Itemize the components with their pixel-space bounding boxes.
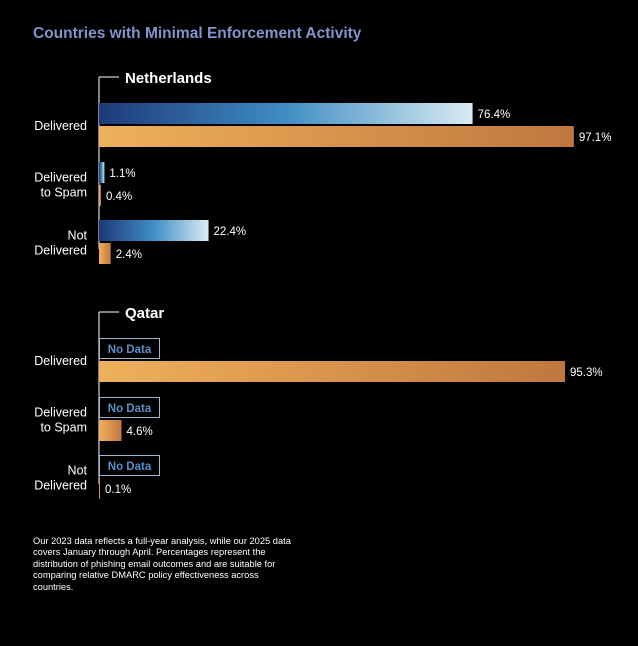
data-label: 2.4% xyxy=(116,249,142,261)
bar xyxy=(99,103,473,124)
category-label: Delivered xyxy=(34,354,87,368)
data-label: 4.6% xyxy=(126,426,152,438)
category-label: Delivered xyxy=(34,406,87,420)
no-data-box xyxy=(99,338,160,359)
bar xyxy=(99,361,566,382)
category-label: Delivered xyxy=(34,119,87,133)
bar xyxy=(99,220,209,241)
data-label: 0.1% xyxy=(105,484,131,496)
category-label: Not xyxy=(68,229,88,243)
no-data-box xyxy=(99,455,160,476)
data-label: 95.3% xyxy=(570,367,603,379)
chart-title: Countries with Minimal Enforcement Activ… xyxy=(33,25,362,42)
category-label: Delivered xyxy=(34,171,87,185)
footnote: Our 2023 data reflects a full-year analy… xyxy=(33,536,291,592)
panel-title-netherlands: Netherlands xyxy=(125,70,212,87)
no-data-label: No Data xyxy=(108,461,152,473)
bar xyxy=(99,420,122,441)
data-label: 1.1% xyxy=(109,168,135,180)
bar xyxy=(99,162,105,183)
data-label: 97.1% xyxy=(579,132,612,144)
data-label: 0.4% xyxy=(106,191,132,203)
data-label: 76.4% xyxy=(478,109,511,121)
category-label: Delivered xyxy=(34,244,87,258)
category-label: Delivered xyxy=(34,479,87,493)
category-label: to Spam xyxy=(40,186,87,200)
no-data-box xyxy=(99,397,160,418)
data-label: 22.4% xyxy=(214,226,247,238)
bar xyxy=(99,243,111,264)
panel-title-qatar: Qatar xyxy=(125,305,164,322)
bar xyxy=(99,126,574,147)
no-data-label: No Data xyxy=(108,344,152,356)
bar xyxy=(99,478,100,499)
category-label: to Spam xyxy=(40,421,87,435)
bar xyxy=(99,185,101,206)
category-label: Not xyxy=(68,464,88,478)
no-data-label: No Data xyxy=(108,403,152,415)
